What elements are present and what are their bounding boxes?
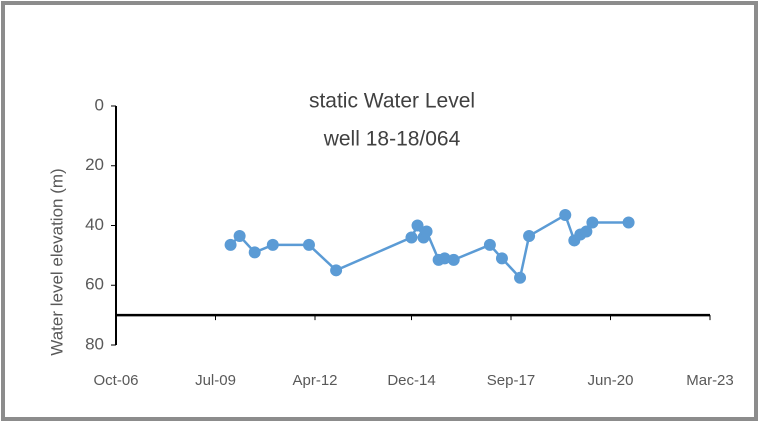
x-tick-label: Oct-06 <box>93 372 138 389</box>
data-point <box>559 209 572 222</box>
y-tick-label: 40 <box>85 215 104 234</box>
data-point <box>580 225 593 238</box>
x-tick-label: Dec-14 <box>387 372 435 389</box>
data-point <box>483 238 496 251</box>
data-point <box>586 216 599 229</box>
x-tick-label: Mar-23 <box>686 372 734 389</box>
y-axis-label: Water level elevation (m) <box>47 168 66 355</box>
y-tick-label: 20 <box>85 155 104 174</box>
x-tick-label: Jun-20 <box>588 372 634 389</box>
data-point <box>266 238 279 251</box>
data-point <box>248 246 261 259</box>
data-point <box>405 231 418 244</box>
data-point <box>447 253 460 266</box>
data-point <box>411 219 424 232</box>
x-tick-label: Sep-17 <box>487 372 535 389</box>
y-tick-label: 0 <box>95 95 104 114</box>
data-point <box>514 271 527 284</box>
chart-subtitle: well 18-18/064 <box>323 128 461 151</box>
data-point <box>420 225 433 238</box>
data-point <box>523 229 536 242</box>
data-point <box>224 238 237 251</box>
data-point <box>302 238 315 251</box>
data-point <box>438 252 451 265</box>
data-point <box>495 252 508 265</box>
x-tick-label: Apr-12 <box>292 372 337 389</box>
x-tick-label: Jul-09 <box>195 372 236 389</box>
y-tick-label: 60 <box>85 275 104 294</box>
frame <box>1 1 758 421</box>
data-point <box>330 264 343 277</box>
y-tick-label: 80 <box>85 334 104 353</box>
data-point <box>233 229 246 242</box>
chart-title: static Water Level <box>309 90 475 113</box>
data-point <box>622 216 635 229</box>
